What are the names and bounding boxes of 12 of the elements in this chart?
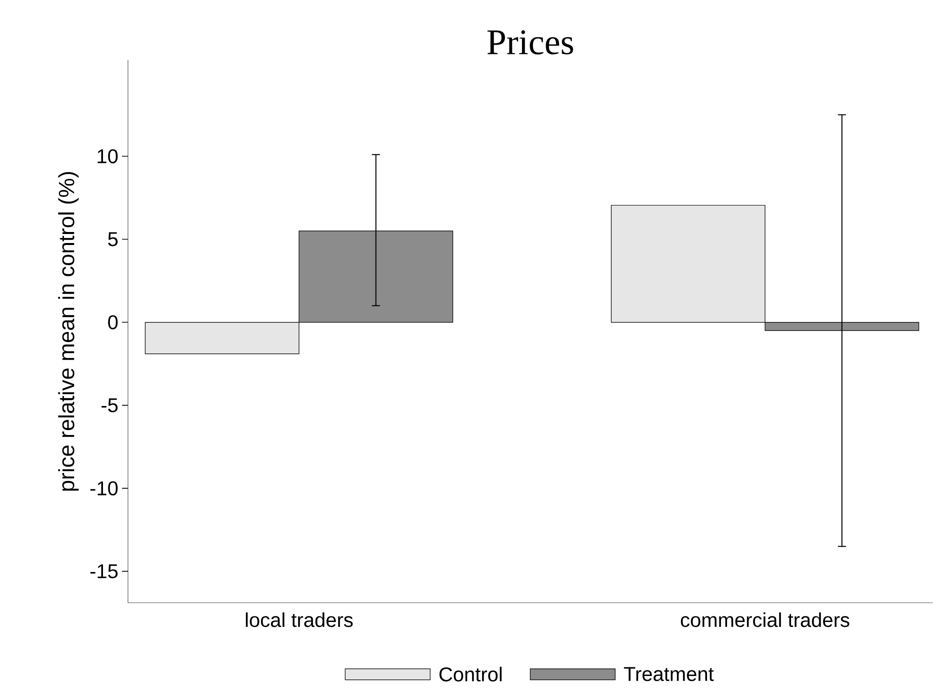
y-tick-label: -5 bbox=[102, 398, 118, 412]
y-tick-label: 0 bbox=[108, 315, 118, 330]
legend-label: Treatment bbox=[624, 667, 714, 682]
y-tick-label: 5 bbox=[108, 232, 118, 246]
y-tick-label: -15 bbox=[90, 564, 118, 578]
x-tick-label: local traders bbox=[246, 612, 353, 628]
y-tick-label: -10 bbox=[90, 481, 118, 496]
x-tick-label: commercial traders bbox=[680, 612, 850, 628]
y-tick-label: 10 bbox=[98, 149, 118, 164]
y-axis-title: price relative mean in control (%) bbox=[58, 172, 79, 491]
chart-title: Prices bbox=[487, 30, 574, 55]
legend-label: Control bbox=[439, 666, 502, 682]
